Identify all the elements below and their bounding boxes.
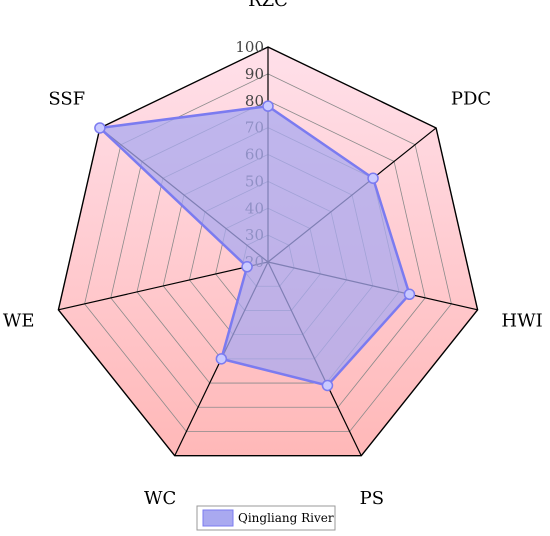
legend-label: Qingliang River <box>238 511 334 525</box>
series-area <box>98 104 411 387</box>
grid-ring <box>84 73 452 432</box>
axis-label: HWI <box>501 310 542 331</box>
radial-tick-label: 90 <box>245 65 264 83</box>
legend: Qingliang River <box>196 505 336 531</box>
axis-label: PS <box>360 488 384 509</box>
axis-label: RZC <box>248 0 288 11</box>
radial-tick-label: 80 <box>245 92 264 110</box>
data-point <box>241 261 253 273</box>
axis-label: SSF <box>48 89 85 110</box>
legend-swatch <box>202 509 234 527</box>
data-point <box>403 288 416 301</box>
data-point <box>367 172 379 184</box>
axis-labels: RZC PDC HWI PS WC WE SSF <box>3 0 543 509</box>
data-point <box>94 122 106 134</box>
axis-label: WC <box>144 488 176 509</box>
radial-tick-label: 100 <box>235 38 264 56</box>
data-point <box>215 353 228 365</box>
axis-label: PDC <box>451 89 491 110</box>
grid-ring <box>110 100 426 408</box>
data-point <box>321 379 334 392</box>
grid-ring <box>57 46 479 457</box>
axis-spoke <box>58 261 269 311</box>
series-layer <box>94 100 416 392</box>
data-point <box>262 100 274 112</box>
axis-label: WE <box>3 310 35 331</box>
